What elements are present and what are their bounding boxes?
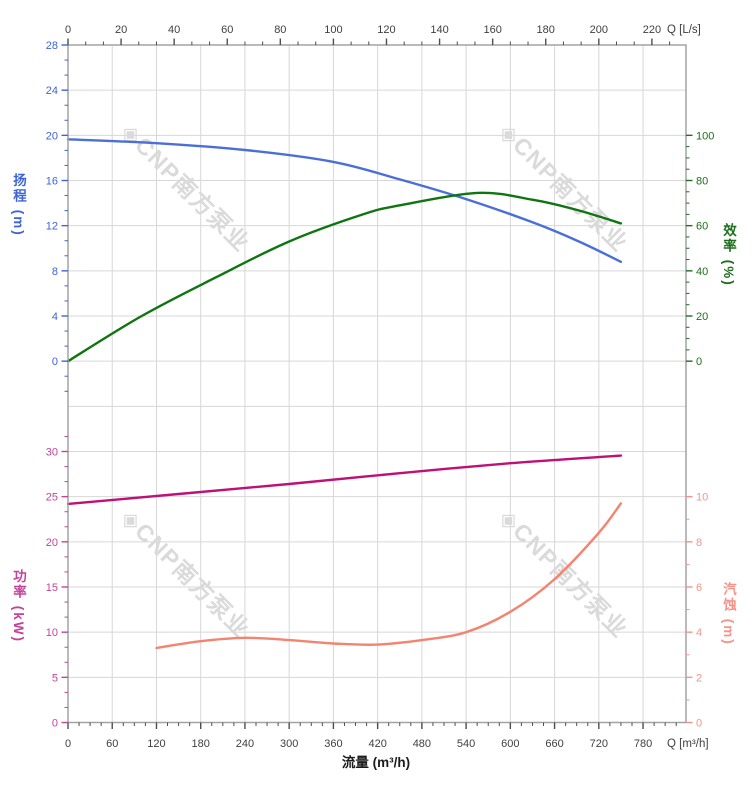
q-ls-unit-label: Q [L/s] <box>667 24 701 36</box>
svg-text:10: 10 <box>46 627 58 639</box>
svg-text:20: 20 <box>696 311 708 323</box>
head-axis: 0 4 8 12 16 20 24 28 <box>46 40 68 392</box>
svg-text:540: 540 <box>457 738 475 750</box>
brand-watermark: ◈CNP南方泵业 <box>116 504 255 643</box>
svg-text:15: 15 <box>46 582 58 594</box>
efficiency-curve <box>66 191 623 363</box>
svg-text:480: 480 <box>413 738 431 750</box>
head-curve <box>66 138 623 263</box>
svg-text:120: 120 <box>377 24 395 36</box>
svg-text:0: 0 <box>52 718 58 730</box>
svg-text:140: 140 <box>430 24 448 36</box>
svg-text:20: 20 <box>115 24 127 36</box>
svg-text:10: 10 <box>696 492 708 504</box>
brand-watermark: ◈CNP南方泵业 <box>494 504 633 643</box>
svg-text:220: 220 <box>643 24 661 36</box>
svg-text:25: 25 <box>46 492 58 504</box>
svg-text:28: 28 <box>46 40 58 52</box>
svg-text:420: 420 <box>368 738 386 750</box>
svg-text:100: 100 <box>696 130 714 142</box>
power-axis-title: 功率 (kW) <box>11 569 26 643</box>
svg-text:6: 6 <box>696 582 702 594</box>
q-ls-axis: 0 20 40 60 80 100 120 140 160 180 200 220 <box>65 24 671 45</box>
svg-text:660: 660 <box>545 738 563 750</box>
efficiency-axis: 0 20 40 60 80 100 <box>686 130 714 368</box>
svg-text:24: 24 <box>46 85 58 97</box>
svg-text:60: 60 <box>106 738 118 750</box>
svg-text:60: 60 <box>221 24 233 36</box>
svg-text:30: 30 <box>46 447 58 459</box>
q-m3h-unit-label: Q [m³/h] <box>667 738 709 750</box>
npsh-axis-title: 汽蚀 (m) <box>721 582 736 646</box>
svg-text:2: 2 <box>696 672 702 684</box>
svg-text:80: 80 <box>274 24 286 36</box>
svg-text:600: 600 <box>501 738 519 750</box>
power-curve <box>66 454 623 506</box>
svg-text:180: 180 <box>537 24 555 36</box>
svg-text:12: 12 <box>46 221 58 233</box>
gridlines <box>68 45 686 723</box>
svg-text:5: 5 <box>52 672 58 684</box>
svg-text:160: 160 <box>483 24 501 36</box>
svg-text:100: 100 <box>324 24 342 36</box>
svg-text:20: 20 <box>46 130 58 142</box>
svg-text:0: 0 <box>65 24 71 36</box>
svg-text:0: 0 <box>696 356 702 368</box>
npsh-curve <box>155 502 623 650</box>
svg-text:8: 8 <box>52 266 58 278</box>
svg-text:60: 60 <box>696 221 708 233</box>
svg-text:40: 40 <box>696 266 708 278</box>
svg-text:80: 80 <box>696 176 708 188</box>
head-axis-title: 扬程 (m) <box>11 173 26 237</box>
power-axis: 0 5 10 15 20 25 30 <box>46 435 68 730</box>
svg-text:120: 120 <box>147 738 165 750</box>
svg-text:0: 0 <box>65 738 71 750</box>
svg-text:0: 0 <box>696 718 702 730</box>
svg-text:240: 240 <box>236 738 254 750</box>
svg-text:180: 180 <box>192 738 210 750</box>
svg-text:780: 780 <box>634 738 652 750</box>
svg-text:300: 300 <box>280 738 298 750</box>
q-m3h-axis: 0 60 120 180 240 300 360 420 480 540 600 660 720 780 <box>65 722 677 750</box>
svg-text:40: 40 <box>168 24 180 36</box>
npsh-axis: 0 2 4 6 8 10 <box>686 492 708 730</box>
svg-text:360: 360 <box>324 738 342 750</box>
svg-text:20: 20 <box>46 537 58 549</box>
svg-text:4: 4 <box>696 627 702 639</box>
svg-text:16: 16 <box>46 176 58 188</box>
svg-text:720: 720 <box>590 738 608 750</box>
brand-watermark: ◈CNP南方泵业 <box>116 118 255 257</box>
svg-text:200: 200 <box>590 24 608 36</box>
svg-text:0: 0 <box>52 356 58 368</box>
svg-text:8: 8 <box>696 537 702 549</box>
flow-axis-title: 流量 (m³/h) <box>341 755 411 770</box>
svg-text:4: 4 <box>52 311 58 323</box>
efficiency-axis-title: 效率 (%) <box>721 223 736 287</box>
